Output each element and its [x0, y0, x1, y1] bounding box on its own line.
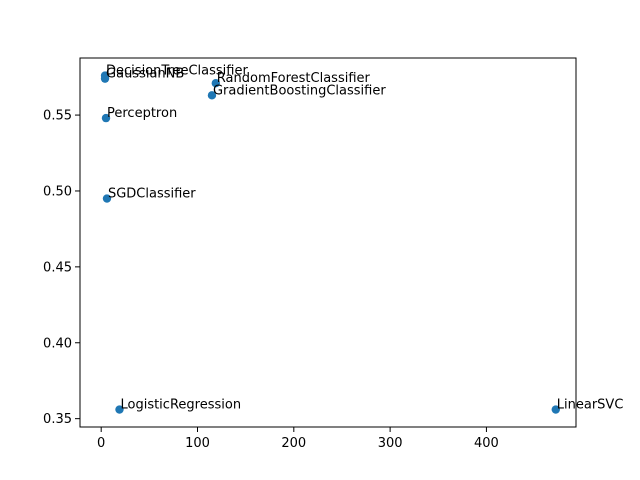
data-point	[101, 113, 111, 123]
point-label: RandomForestClassifier	[217, 71, 371, 86]
x-tick-label: 400	[474, 436, 499, 451]
point-label: DecisionTreeClassifier	[106, 64, 248, 79]
point-label: GaussianNB	[106, 67, 184, 82]
y-tick-label: 0.55	[43, 109, 72, 124]
point-label: GradientBoostingClassifier	[213, 83, 386, 98]
y-tick-label: 0.40	[43, 336, 72, 351]
data-point	[207, 91, 217, 100]
point-label: LogisticRegression	[120, 398, 241, 413]
x-tick-label: 200	[281, 436, 306, 451]
data-point	[551, 405, 560, 414]
data-point	[100, 74, 110, 83]
data-point	[102, 194, 112, 203]
data-point	[115, 405, 124, 414]
x-tick-label: 0	[97, 436, 105, 451]
plot-frame	[79, 57, 577, 428]
data-point	[211, 78, 220, 88]
point-label: SGDClassifier	[108, 187, 196, 202]
x-tick-label: 300	[378, 436, 403, 451]
point-label: Perceptron	[107, 106, 177, 121]
x-axis: 0 100 200 300 400	[97, 427, 499, 451]
y-tick-label: 0.50	[43, 184, 72, 199]
point-label: LinearSVC	[557, 398, 624, 413]
y-axis: 0.35 0.40 0.45 0.50 0.55	[43, 109, 80, 427]
y-tick-label: 0.45	[43, 260, 72, 275]
y-tick-label: 0.35	[43, 412, 72, 427]
x-tick-label: 100	[185, 436, 210, 451]
